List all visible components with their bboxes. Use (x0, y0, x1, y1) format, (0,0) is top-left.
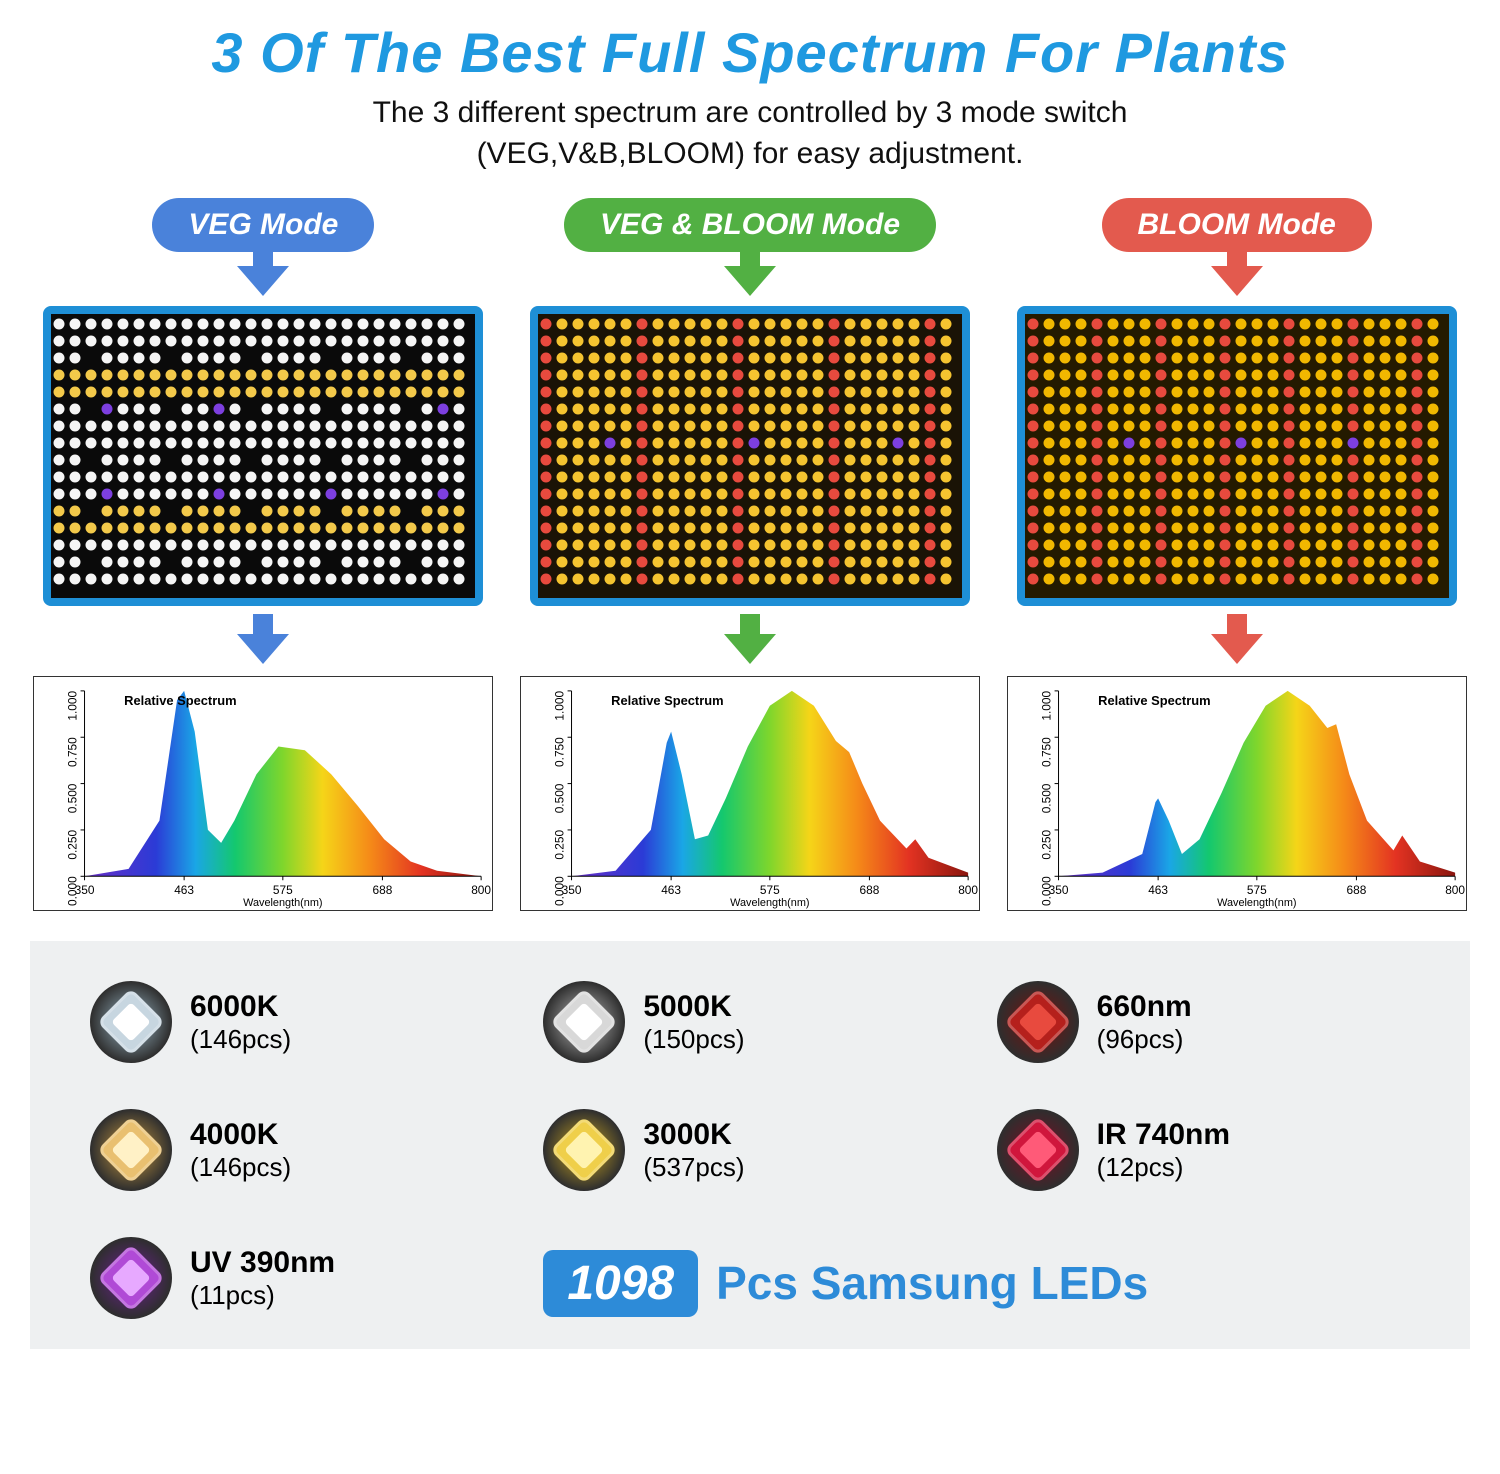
svg-text:0.750: 0.750 (1039, 737, 1053, 767)
total-row: 1098 Pcs Samsung LEDs (543, 1247, 1410, 1319)
mode-column: VEG & BLOOM Mode0.0000.2500.5000.7501.00… (517, 198, 984, 911)
svg-text:1.000: 1.000 (1039, 690, 1053, 720)
svg-text:800: 800 (958, 883, 978, 897)
mode-pill: BLOOM Mode (1102, 198, 1372, 252)
arrow-down-icon (237, 266, 289, 296)
led-name: UV 390nm (190, 1246, 335, 1280)
svg-text:463: 463 (661, 883, 681, 897)
led-item: 4000K(146pcs) (90, 1109, 503, 1191)
svg-text:Relative Spectrum: Relative Spectrum (1098, 693, 1210, 708)
led-name: 6000K (190, 990, 291, 1024)
page-subtitle: The 3 different spectrum are controlled … (30, 93, 1470, 174)
svg-text:0.500: 0.500 (553, 783, 567, 813)
led-panel (530, 306, 970, 606)
svg-text:0.250: 0.250 (1039, 830, 1053, 860)
mode-columns: VEG Mode0.0000.2500.5000.7501.0003504635… (30, 198, 1470, 911)
svg-text:0.500: 0.500 (66, 783, 80, 813)
svg-text:0.750: 0.750 (66, 737, 80, 767)
svg-text:575: 575 (1247, 883, 1267, 897)
led-count: (11pcs) (190, 1280, 335, 1311)
led-item: UV 390nm(11pcs) (90, 1237, 503, 1319)
svg-text:688: 688 (860, 883, 880, 897)
svg-text:Wavelength(nm): Wavelength(nm) (243, 897, 322, 909)
led-chip-icon (997, 981, 1079, 1063)
svg-text:Relative Spectrum: Relative Spectrum (611, 693, 723, 708)
led-chip-icon (543, 981, 625, 1063)
led-count: (146pcs) (190, 1024, 291, 1055)
spectrum-chart: 0.0000.2500.5000.7501.000350463575688800… (33, 676, 493, 911)
svg-text:1.000: 1.000 (66, 690, 80, 720)
led-name: IR 740nm (1097, 1118, 1230, 1152)
led-chip-icon (543, 1109, 625, 1191)
arrow-down-icon (724, 266, 776, 296)
svg-text:463: 463 (1148, 883, 1168, 897)
led-grid: 6000K(146pcs)5000K(150pcs)660nm(96pcs)40… (90, 981, 1410, 1319)
led-chip-icon (90, 1237, 172, 1319)
led-panel (1017, 306, 1457, 606)
mode-pill: VEG Mode (152, 198, 374, 252)
led-item: 660nm(96pcs) (997, 981, 1410, 1063)
led-section: 6000K(146pcs)5000K(150pcs)660nm(96pcs)40… (30, 941, 1470, 1349)
svg-text:0.250: 0.250 (553, 830, 567, 860)
svg-text:0.750: 0.750 (553, 737, 567, 767)
led-count: (537pcs) (643, 1152, 744, 1183)
mode-column: VEG Mode0.0000.2500.5000.7501.0003504635… (30, 198, 497, 911)
svg-text:350: 350 (562, 883, 582, 897)
mode-pill: VEG & BLOOM Mode (564, 198, 936, 252)
svg-text:350: 350 (75, 883, 95, 897)
led-count: (150pcs) (643, 1024, 744, 1055)
led-item: IR 740nm(12pcs) (997, 1109, 1410, 1191)
spectrum-chart: 0.0000.2500.5000.7501.000350463575688800… (1007, 676, 1467, 911)
svg-text:0.250: 0.250 (66, 830, 80, 860)
led-item: 5000K(150pcs) (543, 981, 956, 1063)
infographic-root: 3 Of The Best Full Spectrum For Plants T… (0, 0, 1500, 1369)
svg-text:Relative Spectrum: Relative Spectrum (125, 693, 237, 708)
led-item: 6000K(146pcs) (90, 981, 503, 1063)
svg-text:0.500: 0.500 (1039, 783, 1053, 813)
led-name: 5000K (643, 990, 744, 1024)
led-item: 3000K(537pcs) (543, 1109, 956, 1191)
led-name: 4000K (190, 1118, 291, 1152)
led-count: (96pcs) (1097, 1024, 1192, 1055)
total-badge: 1098 (543, 1250, 698, 1317)
subtitle-line1: The 3 different spectrum are controlled … (373, 96, 1128, 129)
svg-text:575: 575 (760, 883, 780, 897)
mode-column: BLOOM Mode0.0000.2500.5000.7501.00035046… (1003, 198, 1470, 911)
arrow-down-icon (1211, 266, 1263, 296)
led-name: 660nm (1097, 990, 1192, 1024)
led-count: (146pcs) (190, 1152, 291, 1183)
led-name: 3000K (643, 1118, 744, 1152)
svg-text:688: 688 (1346, 883, 1366, 897)
svg-text:800: 800 (472, 883, 492, 897)
led-count: (12pcs) (1097, 1152, 1230, 1183)
svg-text:Wavelength(nm): Wavelength(nm) (730, 897, 810, 909)
svg-text:463: 463 (175, 883, 195, 897)
subtitle-line2: (VEG,V&B,BLOOM) for easy adjustment. (477, 137, 1024, 170)
led-chip-icon (997, 1109, 1079, 1191)
arrow-down-icon (237, 634, 289, 664)
total-text: Pcs Samsung LEDs (716, 1256, 1148, 1310)
svg-text:1.000: 1.000 (553, 690, 567, 720)
page-title: 3 Of The Best Full Spectrum For Plants (30, 20, 1470, 85)
spectrum-chart: 0.0000.2500.5000.7501.000350463575688800… (520, 676, 980, 911)
svg-text:688: 688 (373, 883, 393, 897)
arrow-down-icon (724, 634, 776, 664)
svg-text:800: 800 (1445, 883, 1465, 897)
led-chip-icon (90, 1109, 172, 1191)
led-panel (43, 306, 483, 606)
svg-text:350: 350 (1048, 883, 1068, 897)
led-chip-icon (90, 981, 172, 1063)
svg-text:Wavelength(nm): Wavelength(nm) (1217, 897, 1297, 909)
svg-text:575: 575 (273, 883, 293, 897)
arrow-down-icon (1211, 634, 1263, 664)
